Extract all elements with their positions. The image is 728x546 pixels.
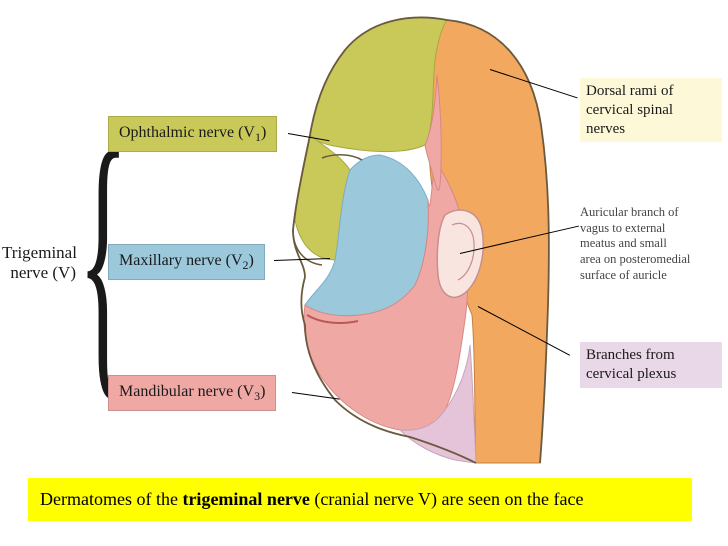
box-v1: Ophthalmic nerve (V1)	[108, 116, 277, 152]
label-dorsal: Dorsal rami of cervical spinal nerves	[580, 78, 722, 142]
v1-close: )	[261, 124, 266, 141]
v2-text: Maxillary nerve (V	[119, 252, 243, 269]
aur-l3: meatus and small	[580, 236, 667, 250]
v3-text: Mandibular nerve (V	[119, 383, 254, 400]
cap-post: (cranial nerve V) are seen on the face	[310, 489, 584, 509]
dorsal-l2: cervical spinal	[586, 102, 673, 118]
cap-bold: trigeminal nerve	[182, 489, 309, 509]
v3-close: )	[260, 383, 265, 400]
aur-l1: Auricular branch of	[580, 205, 679, 219]
head-illustration	[260, 5, 560, 465]
dorsal-l3: nerves	[586, 121, 625, 137]
plx-l2: cervical plexus	[586, 366, 676, 382]
aur-l4: area on posteromedial	[580, 252, 690, 266]
region-v1-ophthalmic	[310, 18, 447, 152]
dorsal-l1: Dorsal rami of	[586, 83, 673, 99]
cap-pre: Dermatomes of the	[40, 489, 182, 509]
label-auricular: Auricular branch of vagus to external me…	[580, 205, 720, 283]
box-v3: Mandibular nerve (V3)	[108, 375, 276, 411]
aur-l5: surface of auricle	[580, 268, 667, 282]
v2-close: )	[249, 252, 254, 269]
diagram-canvas: Trigeminal nerve (V) { Ophthalmic nerve …	[0, 0, 728, 546]
plx-l1: Branches from	[586, 347, 675, 363]
caption-bar: Dermatomes of the trigeminal nerve (cran…	[28, 478, 692, 521]
v1-text: Ophthalmic nerve (V	[119, 124, 255, 141]
group-l2: nerve (V)	[10, 263, 76, 282]
group-label: Trigeminal nerve (V)	[2, 243, 76, 284]
group-l1: Trigeminal	[2, 243, 77, 262]
aur-l2: vagus to external	[580, 221, 665, 235]
box-v2: Maxillary nerve (V2)	[108, 244, 265, 280]
label-plexus: Branches from cervical plexus	[580, 342, 722, 388]
